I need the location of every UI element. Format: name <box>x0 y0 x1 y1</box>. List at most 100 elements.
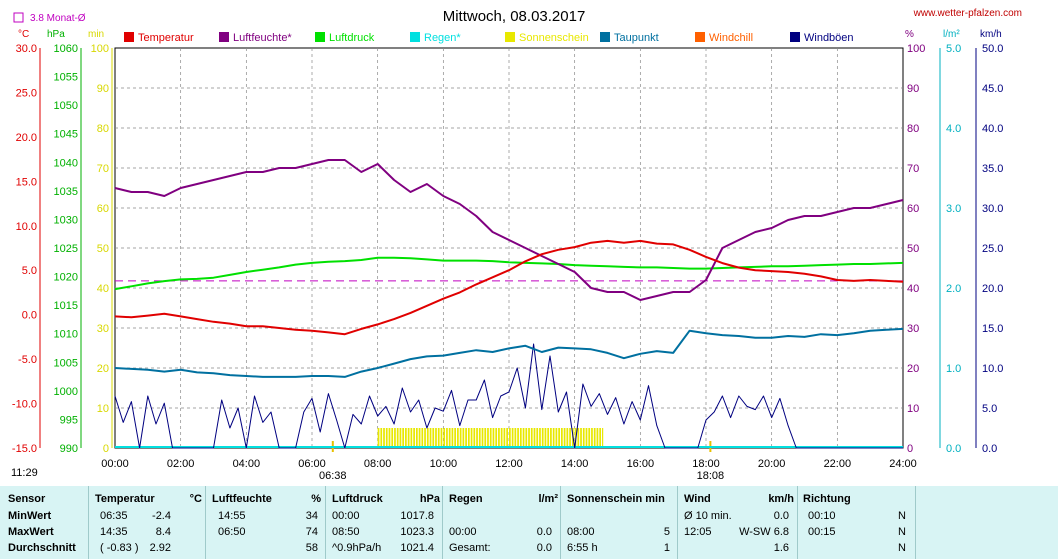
pressure-tick-label: 1005 <box>54 357 78 369</box>
rain-tick-label: 5.0 <box>946 43 961 55</box>
pressure-tick-label: 1025 <box>54 243 78 255</box>
table-cell: N <box>898 510 906 522</box>
temp-tick-label: 20.0 <box>16 132 37 144</box>
left-time-label: 11:29 <box>11 467 38 479</box>
table-cell: W-SW 6.8 <box>739 526 789 538</box>
reference-line-label: 3.8 Monat-Ø <box>30 13 86 24</box>
reference-line-marker <box>13 12 24 23</box>
pressure-tick-label: 995 <box>60 414 78 426</box>
temp-tick-label: 30.0 <box>16 43 37 55</box>
sun-tick-label: 30 <box>97 323 109 335</box>
table-cell: N <box>898 542 906 554</box>
sunshine-bar <box>522 428 525 448</box>
unit-pressure: hPa <box>47 29 65 40</box>
table-cell: 06:35 <box>100 510 128 522</box>
rain-tick-label: 3.0 <box>946 203 961 215</box>
table-cell: 1 <box>663 542 670 554</box>
sunshine-bar <box>591 428 593 448</box>
sunshine-bar <box>465 428 467 448</box>
wind-tick-label: 10.0 <box>982 363 1003 375</box>
table-header: Regen <box>449 493 483 505</box>
table-cell: 58 <box>305 542 318 554</box>
sunshine-bar <box>380 428 383 448</box>
sunshine-bar <box>602 428 604 448</box>
table-header: Wind <box>684 493 711 505</box>
temp-tick-label: 0.0 <box>22 310 37 322</box>
humidity-tick-label: 20 <box>907 363 919 375</box>
sunshine-bar <box>388 428 391 448</box>
x-tick-label: 06:00 <box>298 458 326 470</box>
sunshine-bar <box>580 428 582 448</box>
pressure-tick-label: 1000 <box>54 386 78 398</box>
sunshine-bar <box>552 428 555 448</box>
table-divider <box>88 486 89 559</box>
wind-tick-label: 5.0 <box>982 403 997 415</box>
table-divider <box>797 486 798 559</box>
sun-tick-label: 10 <box>97 403 109 415</box>
pressure-tick-label: 1045 <box>54 129 78 141</box>
sun-tick-label: 50 <box>97 243 109 255</box>
sun-tick-label: 90 <box>97 83 109 95</box>
humidity-tick-label: 40 <box>907 283 919 295</box>
table-row-label: MinWert <box>8 510 52 522</box>
axes: 30.0 25.0 20.0 15.0 10.0 5.0 0.0 -5.0 -10.0 -15.0… <box>11 43 1003 482</box>
sunshine-bar <box>459 428 462 448</box>
legend-label: Regen* <box>424 32 461 44</box>
table-cell: 6:55 h <box>567 542 598 554</box>
sunshine-bar <box>481 428 484 448</box>
pressure-tick-label: 1055 <box>54 72 78 84</box>
table-header-unit: km/h <box>768 493 794 505</box>
table-cell: 1021.4 <box>400 542 434 554</box>
sunshine-bar <box>517 428 519 448</box>
table-cell: -2.4 <box>152 510 171 522</box>
table-cell: 0.0 <box>536 542 552 554</box>
sunshine-bar <box>462 428 465 448</box>
x-tick-label: 12:00 <box>495 458 523 470</box>
table-cell: 0.0 <box>773 510 789 522</box>
humidity-tick-label: 90 <box>907 83 919 95</box>
table-divider <box>325 486 326 559</box>
table-header: Luftfeuchte <box>212 493 272 505</box>
humidity-tick-label: 30 <box>907 323 919 335</box>
source-link[interactable]: www.wetter-pfalzen.com <box>913 8 1022 19</box>
sun-tick-label: 60 <box>97 203 109 215</box>
sunshine-bar <box>550 428 552 448</box>
chart-title: Mittwoch, 08.03.2017 <box>443 8 586 25</box>
weather-chart: Mittwoch, 08.03.2017 www.wetter-pfalzen.… <box>11 8 1022 482</box>
table-cell: 34 <box>305 510 318 522</box>
table-cell: ( -0.83 ) <box>100 542 139 554</box>
rain-tick-label: 0.0 <box>946 443 961 455</box>
sunshine-bar <box>443 428 446 448</box>
sunshine-bar <box>498 428 500 448</box>
x-tick-label: 10:00 <box>430 458 458 470</box>
sunshine-bar <box>547 428 550 448</box>
unit-humidity: % <box>905 29 914 40</box>
sunshine-bar <box>424 428 426 448</box>
table-cell: 8.4 <box>155 526 171 538</box>
sunshine-bar <box>385 428 388 448</box>
table-header-unit: °C <box>189 493 202 505</box>
legend-swatch <box>410 32 420 42</box>
pressure-tick-label: 1010 <box>54 329 78 341</box>
legend-swatch <box>790 32 800 42</box>
table-cell: Gesamt: <box>449 542 491 554</box>
x-tick-label: 22:00 <box>824 458 852 470</box>
unit-temp: °C <box>18 29 29 40</box>
legend-label: Windchill <box>709 32 753 44</box>
series-line-taupunkt <box>114 327 904 378</box>
humidity-tick-label: 0 <box>907 443 913 455</box>
wind-tick-label: 35.0 <box>982 163 1003 175</box>
humidity-tick-label: 10 <box>907 403 919 415</box>
sunshine-bar <box>402 428 405 448</box>
humidity-tick-label: 70 <box>907 163 919 175</box>
pressure-tick-label: 1060 <box>54 43 78 55</box>
x-tick-label: 04:00 <box>233 458 261 470</box>
wind-tick-label: 25.0 <box>982 243 1003 255</box>
sunshine-bar <box>509 428 511 448</box>
legend-label: Sonnenschein <box>519 32 589 44</box>
sun-tick-label: 40 <box>97 283 109 295</box>
x-tick-label: 16:00 <box>627 458 655 470</box>
table-cell: 0.0 <box>536 526 552 538</box>
sunshine-bar <box>544 428 547 448</box>
sunshine-bar <box>530 428 533 448</box>
